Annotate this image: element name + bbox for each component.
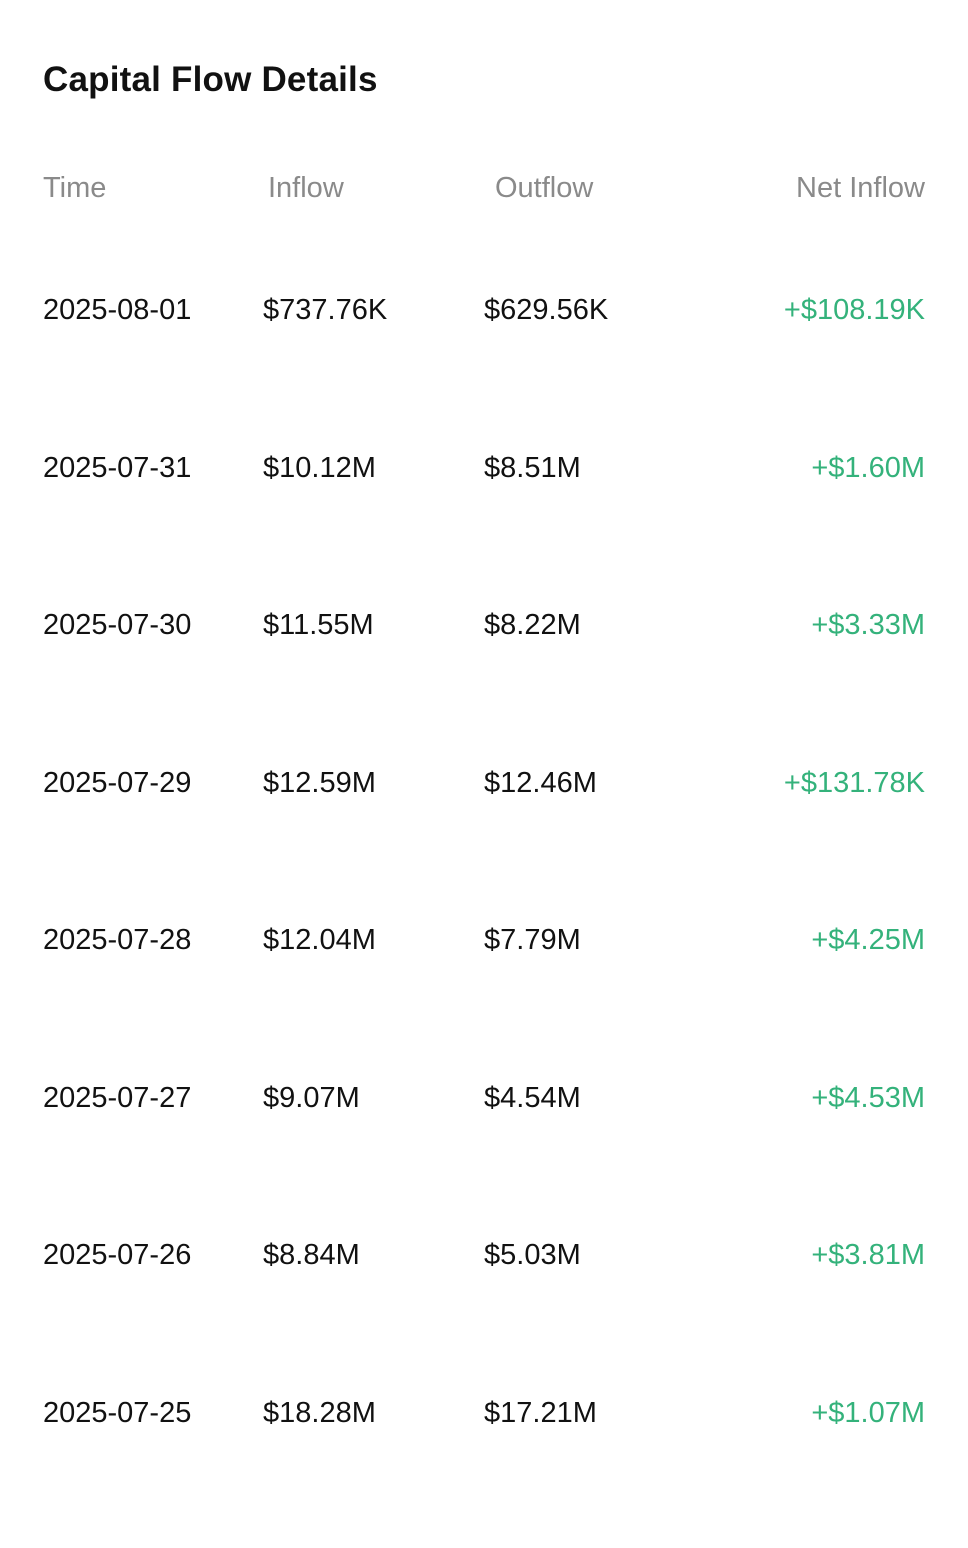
cell-inflow: $737.76K — [263, 288, 387, 332]
table-row[interactable]: 2025-07-28 $12.04M $7.79M +$4.25M — [0, 918, 968, 1076]
capital-flow-card: Capital Flow Details Time Inflow Outflow… — [0, 0, 968, 1458]
table-row[interactable]: 2025-08-01 $737.76K $629.56K +$108.19K — [0, 288, 968, 446]
cell-net-inflow: +$3.33M — [811, 603, 925, 647]
cell-time: 2025-08-01 — [43, 288, 191, 332]
cell-inflow: $11.55M — [263, 603, 374, 647]
column-header-time: Time — [43, 166, 106, 210]
table-row[interactable]: 2025-07-27 $9.07M $4.54M +$4.53M — [0, 1076, 968, 1234]
cell-time: 2025-07-28 — [43, 918, 191, 962]
cell-net-inflow: +$108.19K — [784, 288, 925, 332]
cell-time: 2025-07-27 — [43, 1076, 191, 1120]
column-header-net-inflow: Net Inflow — [796, 166, 925, 210]
cell-outflow: $7.79M — [484, 918, 581, 962]
cell-outflow: $629.56K — [484, 288, 608, 332]
table-body: 2025-08-01 $737.76K $629.56K +$108.19K 2… — [0, 288, 968, 1548]
cell-time: 2025-07-29 — [43, 761, 191, 805]
column-header-outflow: Outflow — [495, 166, 593, 210]
cell-time: 2025-07-25 — [43, 1391, 191, 1435]
cell-outflow: $8.22M — [484, 603, 581, 647]
cell-net-inflow: +$3.81M — [811, 1233, 925, 1277]
table-header: Time Inflow Outflow Net Inflow — [0, 166, 968, 210]
cell-outflow: $8.51M — [484, 446, 581, 490]
cell-net-inflow: +$1.60M — [811, 446, 925, 490]
cell-time: 2025-07-31 — [43, 446, 191, 490]
table-row[interactable]: 2025-07-30 $11.55M $8.22M +$3.33M — [0, 603, 968, 761]
table-row[interactable]: 2025-07-31 $10.12M $8.51M +$1.60M — [0, 446, 968, 604]
cell-outflow: $12.46M — [484, 761, 597, 805]
cell-net-inflow: +$4.53M — [811, 1076, 925, 1120]
cell-net-inflow: +$1.07M — [811, 1391, 925, 1435]
cell-net-inflow: +$131.78K — [784, 761, 925, 805]
column-header-inflow: Inflow — [268, 166, 344, 210]
cell-inflow: $8.84M — [263, 1233, 360, 1277]
cell-inflow: $12.04M — [263, 918, 376, 962]
page-title: Capital Flow Details — [43, 58, 378, 102]
cell-outflow: $17.21M — [484, 1391, 597, 1435]
cell-inflow: $12.59M — [263, 761, 376, 805]
cell-inflow: $18.28M — [263, 1391, 376, 1435]
table-row[interactable]: 2025-07-29 $12.59M $12.46M +$131.78K — [0, 761, 968, 919]
cell-net-inflow: +$4.25M — [811, 918, 925, 962]
cell-outflow: $5.03M — [484, 1233, 581, 1277]
cell-inflow: $10.12M — [263, 446, 376, 490]
cell-time: 2025-07-26 — [43, 1233, 191, 1277]
cell-outflow: $4.54M — [484, 1076, 581, 1120]
table-row[interactable]: 2025-07-26 $8.84M $5.03M +$3.81M — [0, 1233, 968, 1391]
cell-inflow: $9.07M — [263, 1076, 360, 1120]
cell-time: 2025-07-30 — [43, 603, 191, 647]
table-row[interactable]: 2025-07-25 $18.28M $17.21M +$1.07M — [0, 1391, 968, 1548]
